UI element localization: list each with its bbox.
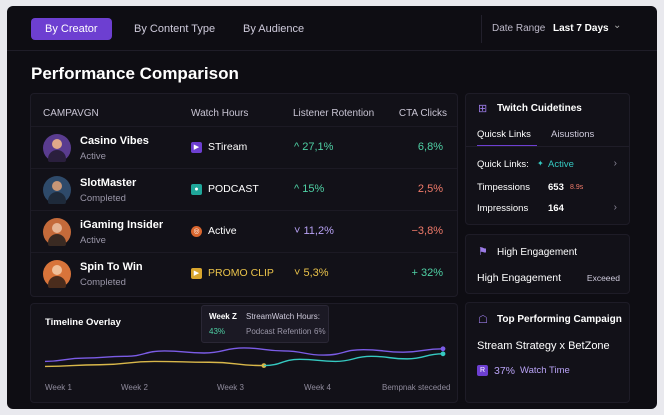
clip-icon: ▶ — [191, 268, 202, 279]
engagement-value: Exceeed — [586, 273, 620, 283]
top-campaign-pct: 37% — [494, 365, 516, 377]
tab-aisustions[interactable]: Aisustions — [551, 129, 595, 140]
date-range-select[interactable]: Date Range Last 7 Days ⌄ — [481, 15, 642, 43]
x-axis-label: Week 4 — [304, 383, 331, 392]
trophy-icon: ☖ — [478, 314, 488, 326]
column-header-retention[interactable]: Listener Rotention — [293, 108, 375, 119]
avatar — [43, 134, 71, 162]
content-type-label: PODCAST — [208, 183, 259, 195]
engagement-panel: ⚑ High Engagement High Engagement Exceee… — [465, 234, 630, 294]
tab-by-creator[interactable]: By Creator — [31, 18, 112, 40]
cta-value: 6,8% — [417, 141, 443, 153]
guidelines-panel: ⊞ Twitch Cuidetines Quicsk Links Aisusti… — [465, 93, 630, 225]
campaign-name: Spin To Win — [80, 261, 143, 273]
avatar — [43, 176, 71, 204]
column-header-cta-clicks[interactable]: CTA Clicks — [398, 108, 447, 119]
campaign-status: Active — [80, 151, 106, 162]
column-header-campaign[interactable]: CAMPAVGN — [43, 108, 99, 119]
timeline-title: Timeline Overlay — [45, 317, 121, 328]
cta-value: −3,8% — [411, 225, 444, 237]
chevron-right-icon[interactable]: › — [613, 202, 617, 213]
content-type-label: PROMO CLIP — [208, 267, 274, 279]
tab-by-content-type[interactable]: By Content Type — [134, 23, 216, 35]
guidelines-title: Twitch Cuidetines — [497, 103, 582, 114]
top-campaign-metric: Watch Time — [520, 365, 570, 376]
target-icon: ◎ — [191, 226, 202, 237]
comparison-table: CAMPAVGN Watch Hours Listener Rotention … — [30, 93, 458, 297]
date-range-label: Date Range — [492, 23, 546, 34]
date-range-value: Last 7 Days — [553, 23, 609, 34]
timpessions-label: Timpessions — [477, 182, 530, 193]
table-row[interactable]: Casino Vibes Active ▶ STiream ^ 27,1% 6,… — [31, 126, 457, 169]
top-bar: By Creator By Content Type By Audience D… — [7, 6, 657, 51]
tooltip-retention-value: 6% — [314, 327, 326, 336]
campaign-status: Active — [80, 235, 106, 246]
cta-value: 2,5% — [417, 183, 443, 195]
table-row[interactable]: Spin To Win Completed ▶ PROMO CLIP ˅ 5,3… — [31, 252, 457, 295]
table-row[interactable]: iGaming Insider Active ◎ Active ˅ 11,2% … — [31, 210, 457, 253]
series-end-point[interactable] — [440, 351, 446, 357]
top-campaign-name[interactable]: Stream Strategy x BetZone — [477, 340, 610, 352]
x-axis-label: Week 1 — [45, 383, 72, 392]
content-type-label: Active — [208, 225, 237, 237]
quick-links-label: Quick Links: — [477, 159, 529, 170]
chevron-right-icon[interactable]: › — [613, 158, 617, 169]
retention-value: ˅ 11,2% — [294, 225, 334, 237]
impressions-label: Impressions — [477, 203, 529, 214]
top-campaign-panel: ☖ Top Performing Campaign Stream Strateg… — [465, 302, 630, 403]
dashboard-frame: By Creator By Content Type By Audience D… — [7, 6, 657, 409]
campaign-name: Casino Vibes — [80, 135, 149, 147]
status-dot-icon: ✦ — [537, 159, 544, 168]
impressions-value: 164 — [548, 203, 564, 214]
tab-by-audience[interactable]: By Audience — [243, 23, 305, 35]
retention-value: ^ 27,1% — [294, 141, 334, 153]
x-axis-label: Week 3 — [217, 383, 244, 392]
series-end-point[interactable] — [440, 346, 446, 352]
x-axis-label: Bempnak steceded — [382, 383, 451, 392]
retention-value: ^ 15% — [294, 183, 325, 195]
podcast-icon: ● — [191, 184, 202, 195]
series-line — [44, 347, 444, 363]
divider — [466, 146, 629, 147]
timpessions-delta: 8.9s — [570, 184, 584, 191]
timpessions-value: 653 — [548, 182, 564, 193]
avatar — [43, 260, 71, 288]
campaign-badge-icon: R — [477, 365, 488, 376]
engagement-label: High Engagement — [477, 272, 562, 284]
tooltip-watch-label: StreamWatch Hours: — [246, 312, 320, 321]
campaign-name: SlotMaster — [80, 177, 137, 189]
timeline-chart[interactable] — [31, 304, 457, 402]
quick-links-value: Active — [548, 159, 574, 170]
timeline-panel: Timeline Overlay Week Z StreamWatch Hour… — [30, 303, 458, 403]
tooltip-pct: 43% — [209, 327, 226, 336]
tooltip-retention-label: Podcast Refention — [246, 327, 312, 336]
avatar — [43, 218, 71, 246]
cta-value: + 32% — [411, 267, 444, 279]
series-line — [263, 353, 444, 367]
retention-value: ˅ 5,3% — [294, 267, 329, 279]
x-axis-label: Week 2 — [121, 383, 148, 392]
series-line — [44, 360, 264, 368]
tooltip-week: Week Z — [209, 312, 237, 321]
play-icon: ▶ — [191, 142, 202, 153]
flag-icon: ⚑ — [478, 246, 488, 258]
top-campaign-title: Top Performing Campaign — [497, 314, 622, 325]
page-title: Performance Comparison — [31, 64, 239, 83]
column-header-watch-hours[interactable]: Watch Hours — [191, 108, 249, 119]
chart-tooltip: Week Z StreamWatch Hours: 43% Podcast Re… — [201, 305, 329, 343]
plus-square-icon: ⊞ — [478, 103, 488, 115]
campaign-name: iGaming Insider — [80, 219, 164, 231]
campaign-status: Completed — [80, 277, 126, 288]
tab-underline — [477, 145, 537, 146]
tab-quick-links[interactable]: Quicsk Links — [477, 129, 531, 140]
engagement-title: High Engagement — [497, 247, 578, 258]
chevron-down-icon: ⌄ — [613, 20, 622, 31]
content-type-label: STiream — [208, 141, 248, 153]
table-row[interactable]: SlotMaster Completed ● PODCAST ^ 15% 2,5… — [31, 168, 457, 211]
campaign-status: Completed — [80, 193, 126, 204]
